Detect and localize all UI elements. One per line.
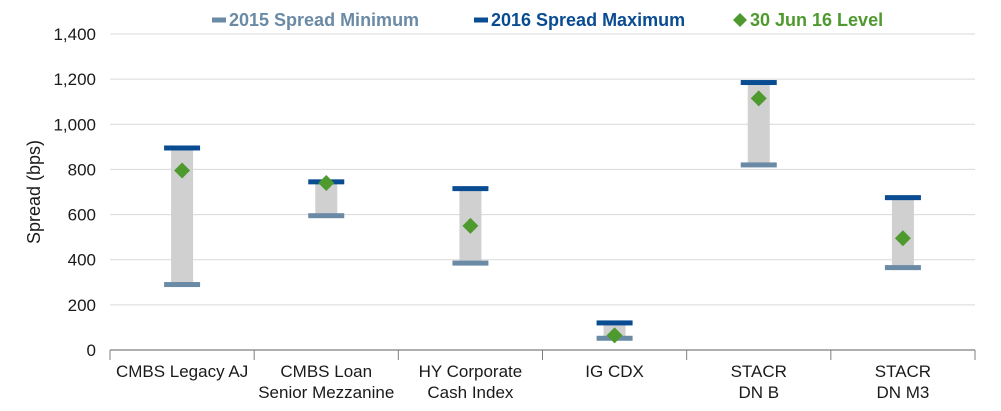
level-marker [750, 90, 767, 107]
category-label: DN B [738, 383, 779, 402]
legend-marker [474, 17, 488, 23]
max-marker [452, 186, 489, 192]
level-marker [894, 230, 911, 247]
category-label: CMBS Loan [280, 362, 372, 381]
level-marker [606, 327, 623, 344]
category-label: DN M3 [876, 383, 929, 402]
y-axis: 0 200 400 600 800 1,000 1,200 1,400 [53, 25, 96, 360]
category-label: Cash Index [427, 383, 513, 402]
chart-marks [164, 80, 921, 344]
min-marker [884, 265, 921, 271]
max-marker [164, 145, 201, 151]
range-bar [747, 82, 770, 165]
grid-lines [110, 33, 975, 306]
level-marker [174, 162, 191, 179]
legend: 2015 Spread Minimum 2016 Spread Maximum 30… [212, 10, 883, 30]
x-axis: CMBS Legacy AJ CMBS Loan Senior Mezzanine H… [109, 349, 976, 402]
max-marker [740, 80, 777, 86]
category-label: STACR [731, 362, 787, 381]
y-tick-label: 400 [68, 251, 96, 270]
y-axis-title: Spread (bps) [24, 140, 44, 244]
y-tick-label: 200 [68, 296, 96, 315]
y-tick-label: 1,200 [53, 70, 96, 89]
category-label: HY Corporate [419, 362, 523, 381]
y-tick-label: 600 [68, 206, 96, 225]
y-tick-label: 0 [87, 341, 96, 360]
legend-label: 2015 Spread Minimum [229, 10, 419, 30]
min-marker [452, 260, 489, 266]
y-tick-label: 800 [68, 160, 96, 179]
category-label: CMBS Legacy AJ [116, 362, 248, 381]
legend-marker [733, 13, 747, 27]
max-marker [884, 195, 921, 201]
max-marker [596, 320, 633, 326]
level-marker [462, 217, 479, 234]
level-marker [318, 174, 335, 191]
min-marker [164, 282, 201, 288]
min-marker [740, 162, 777, 168]
legend-label: 2016 Spread Maximum [491, 10, 685, 30]
y-tick-label: 1,000 [53, 115, 96, 134]
range-bar [171, 147, 194, 285]
category-label: IG CDX [585, 362, 644, 381]
legend-marker [212, 17, 226, 23]
legend-label: 30 Jun 16 Level [750, 10, 883, 30]
category-label: Senior Mezzanine [258, 383, 394, 402]
range-bar [315, 181, 338, 216]
y-tick-label: 1,400 [53, 25, 96, 44]
category-label: STACR [875, 362, 931, 381]
min-marker [308, 213, 345, 219]
